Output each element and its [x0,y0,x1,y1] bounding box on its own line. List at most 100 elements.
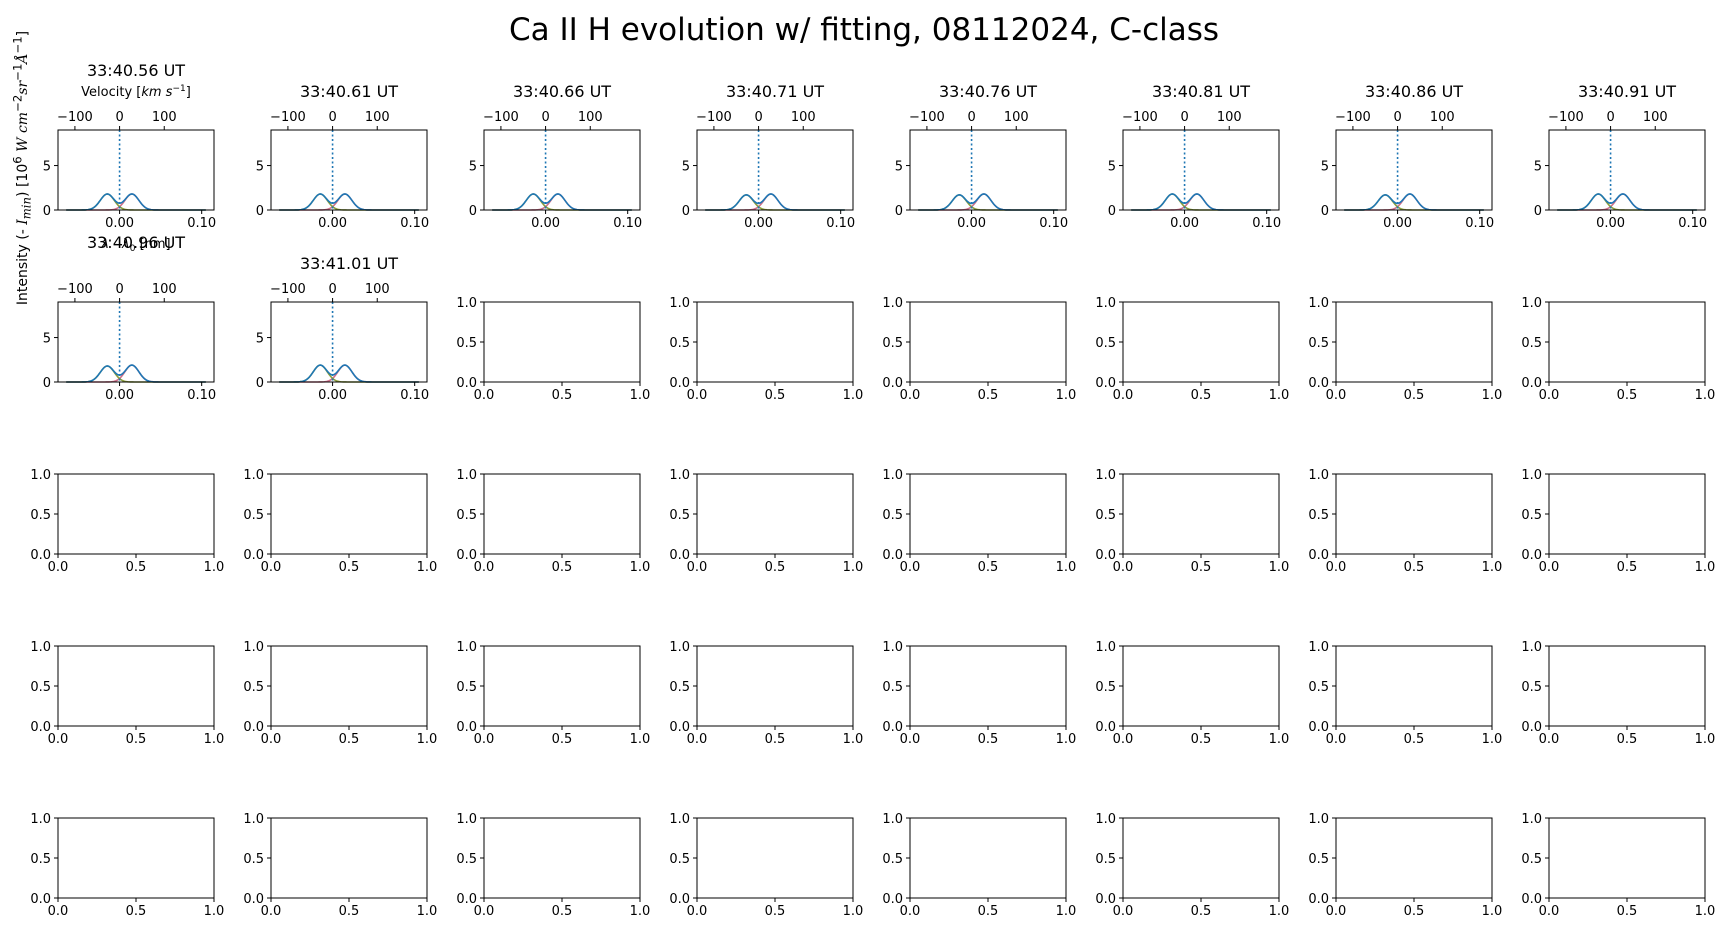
x-tick-label: 1.0 [1695,560,1716,575]
y-tick-label: 0.0 [669,548,690,563]
wavelength-axis-label: λ - λ0 [nm] [100,237,170,254]
velocity-tick-label: 0 [115,282,123,297]
x-tick-label: 0.0 [900,732,921,747]
x-tick-label: 0.5 [552,560,573,575]
x-tick-label: 0.0 [687,732,708,747]
y-tick-label: 5 [1108,160,1116,175]
x-tick-label: 0.10 [400,388,429,403]
subplot-18: 0.0 0.5 1.0 0.0 0.5 1.0 [243,468,437,575]
x-tick-label: 0.00 [1596,216,1625,231]
subplot-14: 0.0 0.5 1.0 0.0 0.5 1.0 [1095,296,1289,403]
x-tick-label: 0.5 [552,388,573,403]
y-tick-label: 0.0 [456,892,477,907]
velocity-tick-label: 0 [1606,110,1614,125]
subplot-title: 33:40.96 UT [87,233,185,252]
subplot-27: 0.0 0.5 1.0 0.0 0.5 1.0 [456,640,650,747]
y-tick-label: 0 [469,204,477,219]
x-tick-label: 0.00 [105,216,134,231]
velocity-tick-label: 100 [152,282,177,297]
y-tick-label: 0.5 [1095,852,1116,867]
x-tick-label: 0.5 [1404,904,1425,919]
subplot-title: 33:40.81 UT [1152,82,1250,101]
velocity-axis-label: Velocity [km s−1] [81,84,191,100]
total-fit-curve [279,193,419,211]
y-tick-label: 0.5 [456,508,477,523]
x-tick-label: 0.00 [744,216,773,231]
x-tick-label: 0.10 [826,216,855,231]
velocity-tick-label: 100 [1643,110,1668,125]
y-tick-label: 0.5 [1095,336,1116,351]
velocity-tick-label: 100 [1217,110,1242,125]
y-tick-label: 0 [1108,204,1116,219]
subplot-31: 0.0 0.5 1.0 0.0 0.5 1.0 [1308,640,1502,747]
y-tick-label: 0 [895,204,903,219]
x-tick-label: 0.5 [978,732,999,747]
y-tick-label: 0.0 [1521,376,1542,391]
y-tick-label: 1.0 [1095,812,1116,827]
x-tick-label: 0.0 [261,732,282,747]
x-tick-label: 1.0 [630,560,651,575]
y-tick-label: 0 [682,204,690,219]
y-tick-label: 0.5 [1308,336,1329,351]
y-tick-label: 0 [1321,204,1329,219]
x-tick-label: 0.00 [105,388,134,403]
y-tick-label: 0.5 [882,852,903,867]
velocity-tick-label: 0 [115,110,123,125]
velocity-tick-label: −100 [270,110,306,125]
x-tick-label: 0.5 [1191,560,1212,575]
y-tick-label: 0.0 [1521,720,1542,735]
x-tick-label: 1.0 [843,560,864,575]
y-tick-label: 0.5 [30,508,51,523]
x-tick-label: 0.0 [1539,560,1560,575]
y-tick-label: 5 [256,332,264,347]
y-tick-label: 0 [43,376,51,391]
subplot-13: 0.0 0.5 1.0 0.0 0.5 1.0 [882,296,1076,403]
subplot-5: 0.00 0.10 0 5 −100 0 100 33:40.76 UT [895,82,1068,231]
y-tick-label: 0.5 [882,508,903,523]
y-tick-label: 0.5 [1521,508,1542,523]
y-tick-label: 0.0 [1308,892,1329,907]
x-tick-label: 0.00 [531,216,560,231]
y-tick-label: 1.0 [30,640,51,655]
empty-axes-frame [696,301,854,383]
y-tick-label: 0.0 [669,892,690,907]
subplot-12: 0.0 0.5 1.0 0.0 0.5 1.0 [669,296,863,403]
empty-axes-frame [270,473,428,555]
y-tick-label: 1.0 [1521,640,1542,655]
x-tick-label: 1.0 [843,388,864,403]
axes-frame [909,129,1067,211]
subplot-19: 0.0 0.5 1.0 0.0 0.5 1.0 [456,468,650,575]
y-tick-label: 0 [256,204,264,219]
y-tick-label: 0.5 [1095,680,1116,695]
y-tick-label: 0.5 [243,852,264,867]
y-tick-label: 1.0 [882,468,903,483]
x-tick-label: 0.5 [1617,388,1638,403]
x-tick-label: 1.0 [1056,388,1077,403]
subplot-37: 0.0 0.5 1.0 0.0 0.5 1.0 [882,812,1076,919]
subplot-7: 0.00 0.10 0 5 −100 0 100 33:40.86 UT [1321,82,1494,231]
x-tick-label: 0.5 [552,904,573,919]
x-tick-label: 0.0 [900,388,921,403]
subplot-title: 33:40.61 UT [300,82,398,101]
x-tick-label: 0.5 [1404,388,1425,403]
y-tick-label: 1.0 [1308,296,1329,311]
x-tick-label: 1.0 [417,732,438,747]
x-tick-label: 1.0 [1695,904,1716,919]
x-tick-label: 0.0 [1113,732,1134,747]
empty-axes-frame [1122,301,1280,383]
subplot-title: 33:40.76 UT [939,82,1037,101]
x-tick-label: 1.0 [843,732,864,747]
y-tick-label: 0.5 [1308,680,1329,695]
x-tick-label: 1.0 [630,732,651,747]
y-tick-label: 0 [43,204,51,219]
y-tick-label: 0.5 [1308,508,1329,523]
subplot-1: 0.00 0.10 0 5 −100 0 100 33:40.56 UT Velocity [k… [43,61,216,254]
x-tick-label: 0.5 [978,388,999,403]
x-tick-label: 1.0 [204,904,225,919]
empty-axes-frame [57,817,215,899]
total-fit-curve [492,193,632,211]
y-tick-label: 0.0 [243,548,264,563]
y-tick-label: 1.0 [669,468,690,483]
empty-axes-frame [1335,817,1493,899]
